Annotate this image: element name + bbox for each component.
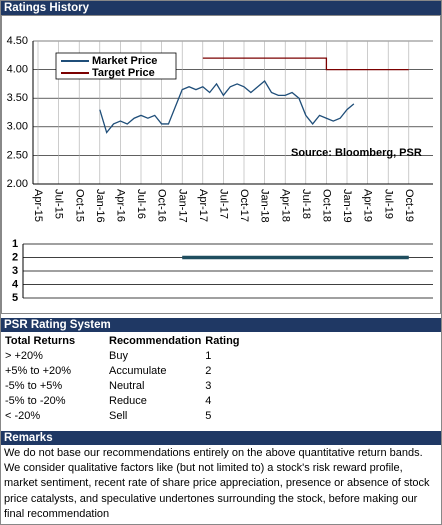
y-tick-label: 2.00	[7, 178, 28, 190]
table-cell: 2	[205, 364, 212, 377]
x-tick-label: Oct-15	[73, 189, 85, 222]
table-row: -5% to -20% Reduce 4	[3, 393, 267, 408]
y-tick-label: 1	[12, 238, 18, 250]
x-tick-label: Apr-17	[197, 189, 209, 222]
x-tick-label: Jul-17	[217, 189, 229, 219]
table-cell: 4	[205, 394, 212, 407]
table-cell: -5% to -20%	[5, 394, 66, 407]
x-tick-label: Jul-16	[135, 189, 147, 219]
x-tick-label: Oct-16	[156, 189, 168, 222]
table-cell: Buy	[109, 349, 128, 362]
line	[202, 57, 409, 71]
legend-box	[55, 52, 177, 80]
x-tick-label: Jan-19	[341, 189, 353, 223]
y-tick-label: 4.50	[7, 35, 28, 47]
y-tick-label: 3	[12, 265, 18, 277]
annotation: Source: Bloomberg, PSR	[291, 147, 422, 159]
x-tick-label: Jul-15	[53, 189, 65, 219]
section-header: Remarks	[1, 431, 441, 445]
x-tick-label: Jul-18	[300, 189, 312, 219]
column-header: Rating	[205, 334, 240, 347]
table-cell: Sell	[109, 409, 128, 422]
x-tick-label: Jan-16	[94, 189, 106, 223]
table-cell: -5% to +5%	[5, 379, 63, 392]
legend-label: Market Price	[92, 55, 157, 67]
table-row: +5% to +20% Accumulate 2	[3, 363, 267, 378]
x-tick-label: Oct-17	[238, 189, 250, 222]
y-tick-label: 4	[12, 278, 19, 290]
chart: 2.00 2.50 3.00 3.50 4.00 4.50 Apr-15 Jul-15 Oct-…	[1, 15, 441, 314]
section-header: PSR Rating System	[1, 318, 441, 332]
chart-frame	[1, 15, 441, 314]
table-row: < -20% Sell 5	[3, 408, 267, 423]
column-header: Recommendation	[109, 334, 202, 347]
x-tick-label: Jan-18	[259, 189, 271, 223]
section-header: Ratings History	[1, 1, 441, 15]
x-tick-label: Apr-15	[32, 189, 44, 222]
table-cell: Accumulate	[109, 364, 167, 377]
legend-label: Target Price	[92, 67, 155, 79]
y-tick-label: 2.50	[7, 149, 28, 161]
table-cell: < -20%	[5, 409, 41, 422]
remarks-text: We do not base our recommendations entir…	[4, 447, 430, 520]
table-cell: 5	[205, 409, 212, 422]
y-tick-label: 2	[12, 251, 18, 263]
y-tick-label: 4.00	[7, 64, 28, 76]
x-tick-label: Apr-16	[114, 189, 126, 222]
table-cell: Reduce	[109, 394, 147, 407]
y-tick-label: 5	[12, 292, 18, 304]
x-tick-label: Apr-19	[362, 189, 374, 222]
table-cell: Neutral	[109, 379, 145, 392]
y-tick-label: 3.00	[7, 121, 28, 133]
x-tick-label: Jan-17	[176, 189, 188, 223]
table-header: Total Returns Recommendation Rating	[3, 333, 267, 348]
table-cell: +5% to +20%	[5, 364, 72, 377]
table-row: -5% to +5% Neutral 3	[3, 378, 267, 393]
table-cell: 3	[205, 379, 212, 392]
x-tick-label: Jul-19	[382, 189, 394, 219]
y-tick-label: 3.50	[7, 92, 28, 104]
table-row: > +20% Buy 1	[3, 348, 267, 363]
x-tick-label: Oct-19	[403, 189, 415, 222]
x-tick-label: Apr-18	[279, 189, 291, 222]
rating-table: Total Returns Recommendation Rating > +20%…	[3, 333, 267, 423]
column-header: Total Returns	[5, 334, 76, 347]
x-tick-label: Oct-18	[320, 189, 332, 222]
line	[99, 80, 355, 134]
table-cell: > +20%	[5, 349, 43, 362]
table-cell: 1	[205, 349, 212, 362]
